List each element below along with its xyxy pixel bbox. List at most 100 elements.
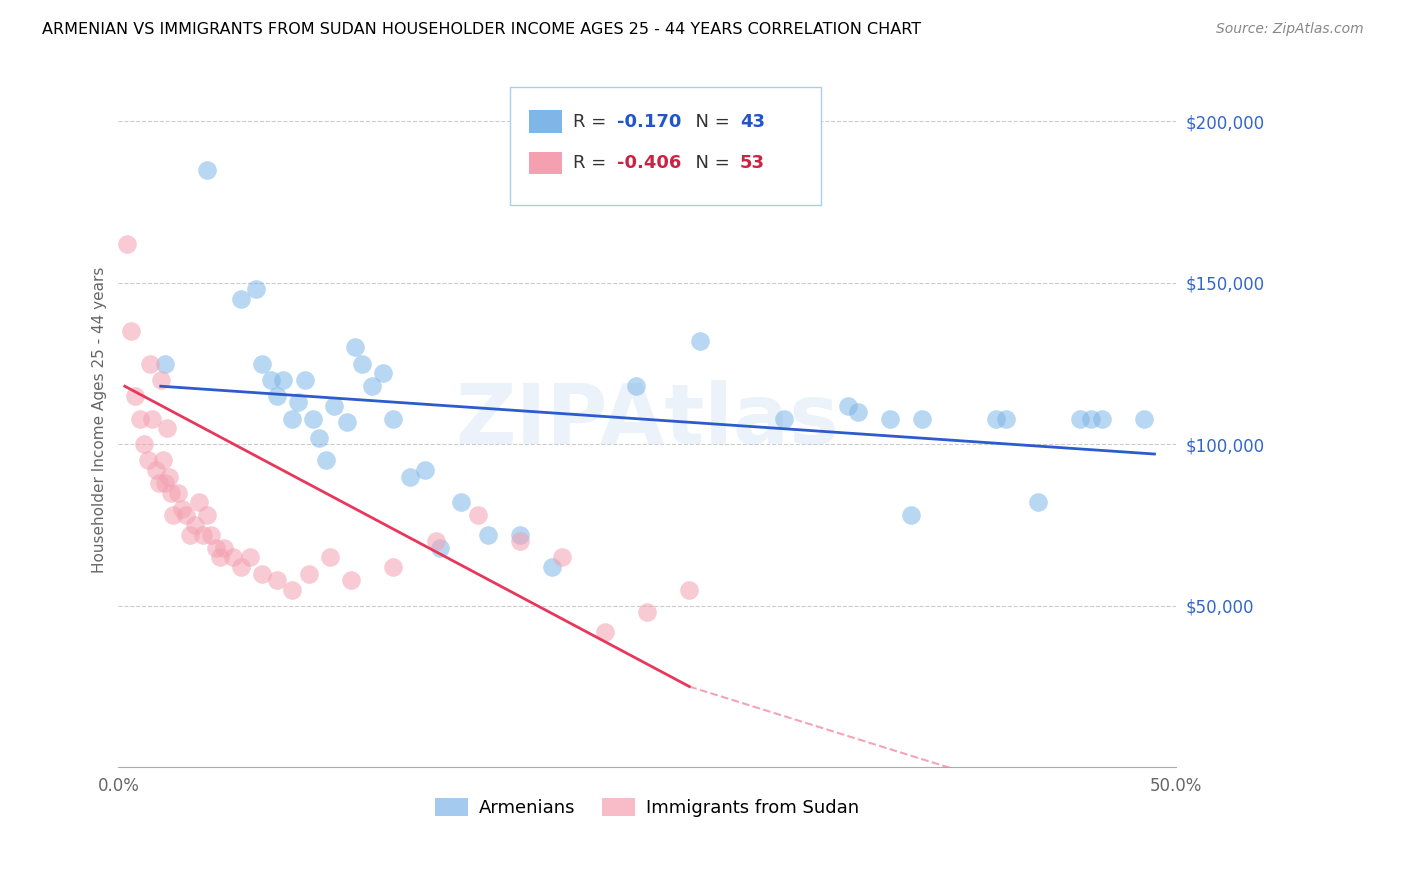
Point <box>425 534 447 549</box>
Point <box>187 495 209 509</box>
Point <box>308 431 330 445</box>
Point <box>1091 411 1114 425</box>
Point <box>281 411 304 425</box>
Point <box>153 357 176 371</box>
Point <box>344 341 367 355</box>
Point <box>287 395 309 409</box>
Text: 43: 43 <box>740 112 765 130</box>
Point <box>157 469 180 483</box>
Point <box>371 366 394 380</box>
Point <box>238 550 260 565</box>
Point <box>636 605 658 619</box>
Point <box>399 469 422 483</box>
Point <box>509 528 531 542</box>
Text: Source: ZipAtlas.com: Source: ZipAtlas.com <box>1216 22 1364 37</box>
Point <box>153 476 176 491</box>
Text: 53: 53 <box>740 154 765 172</box>
Point <box>336 415 359 429</box>
Point <box>115 237 138 252</box>
Y-axis label: Householder Income Ages 25 - 44 years: Householder Income Ages 25 - 44 years <box>93 267 107 574</box>
Point <box>260 373 283 387</box>
Point <box>773 411 796 425</box>
Text: ARMENIAN VS IMMIGRANTS FROM SUDAN HOUSEHOLDER INCOME AGES 25 - 44 YEARS CORRELAT: ARMENIAN VS IMMIGRANTS FROM SUDAN HOUSEH… <box>42 22 921 37</box>
Point <box>315 453 337 467</box>
FancyBboxPatch shape <box>529 111 562 133</box>
Point <box>160 485 183 500</box>
Point <box>323 399 346 413</box>
Point <box>413 463 436 477</box>
Point <box>120 324 142 338</box>
Point <box>1133 411 1156 425</box>
Point <box>911 411 934 425</box>
Legend: Armenians, Immigrants from Sudan: Armenians, Immigrants from Sudan <box>427 790 866 824</box>
Point <box>477 528 499 542</box>
Text: -0.406: -0.406 <box>617 154 682 172</box>
Point <box>250 357 273 371</box>
Point <box>837 399 859 413</box>
Point <box>221 550 243 565</box>
Text: R =: R = <box>574 112 612 130</box>
Point <box>229 560 252 574</box>
Point <box>156 421 179 435</box>
Point <box>350 357 373 371</box>
Point <box>541 560 564 574</box>
Point <box>1080 411 1102 425</box>
Point <box>208 550 231 565</box>
Point <box>124 389 146 403</box>
Point <box>139 357 162 371</box>
FancyBboxPatch shape <box>509 87 821 205</box>
Point <box>273 373 295 387</box>
Point <box>145 463 167 477</box>
Point <box>298 566 321 581</box>
Point <box>148 476 170 491</box>
Point <box>626 379 648 393</box>
Text: N =: N = <box>685 154 735 172</box>
Point <box>245 282 267 296</box>
Point <box>195 162 218 177</box>
Point <box>166 485 188 500</box>
Point <box>361 379 384 393</box>
Point <box>250 566 273 581</box>
Point <box>200 528 222 542</box>
Point <box>195 508 218 523</box>
Point <box>132 437 155 451</box>
Point <box>212 541 235 555</box>
Point <box>204 541 226 555</box>
Point <box>128 411 150 425</box>
Point <box>509 534 531 549</box>
Point <box>266 389 288 403</box>
Point <box>450 495 472 509</box>
FancyBboxPatch shape <box>529 153 562 174</box>
Point <box>136 453 159 467</box>
Point <box>162 508 184 523</box>
Text: -0.170: -0.170 <box>617 112 682 130</box>
Point <box>848 405 870 419</box>
Point <box>551 550 574 565</box>
Text: N =: N = <box>685 112 735 130</box>
Point <box>429 541 451 555</box>
Point <box>879 411 901 425</box>
Point <box>382 560 405 574</box>
Point <box>593 624 616 639</box>
Point <box>152 453 174 467</box>
Point <box>266 573 288 587</box>
Point <box>900 508 922 523</box>
Point <box>183 518 205 533</box>
Point <box>149 373 172 387</box>
Point <box>179 528 201 542</box>
Point <box>191 528 214 542</box>
Point <box>302 411 325 425</box>
Point <box>984 411 1007 425</box>
Point <box>467 508 489 523</box>
Point <box>141 411 163 425</box>
Point <box>294 373 316 387</box>
Point <box>340 573 363 587</box>
Text: ZIPAtlas: ZIPAtlas <box>456 380 839 460</box>
Point <box>319 550 342 565</box>
Point <box>1026 495 1049 509</box>
Point <box>174 508 197 523</box>
Point <box>678 582 700 597</box>
Point <box>382 411 405 425</box>
Point <box>229 292 252 306</box>
Point <box>689 334 711 348</box>
